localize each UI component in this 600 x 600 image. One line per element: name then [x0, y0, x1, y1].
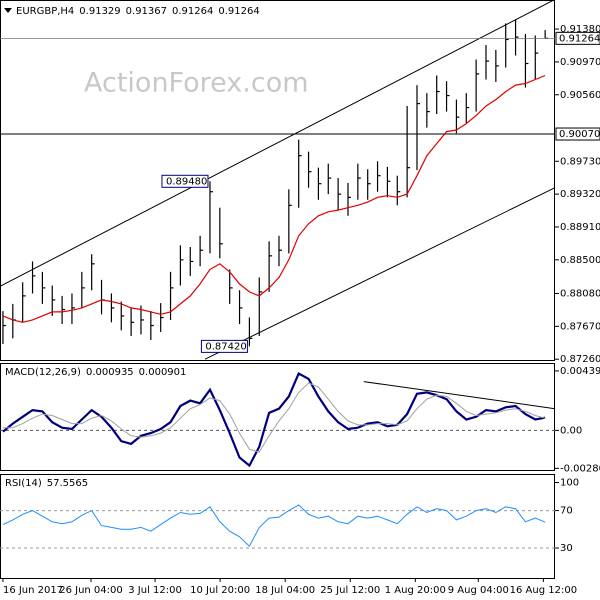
symbol: EURGBP,H4 — [16, 6, 74, 17]
header-value: 0.91264 — [172, 6, 213, 17]
y-tick-label: 0.87670 — [560, 321, 600, 332]
chart-title: EURGBP,H4 0.91329 0.91367 0.91264 0.91264 — [16, 6, 260, 17]
x-tick-label: 16 Jun 2017 — [3, 585, 63, 596]
panel-title: MACD(12,26,9) 0.000935 0.000901 — [5, 367, 186, 378]
series-line — [3, 382, 546, 453]
rsi-panel — [0, 474, 555, 579]
y-tick-label: 70 — [560, 506, 573, 517]
x-tick-label: 18 Jul 04:00 — [255, 585, 315, 596]
annotation-box — [161, 174, 209, 188]
y-tick-label: 0.91380 — [560, 24, 600, 35]
macd-panel — [0, 363, 555, 471]
y-tick-label: 0.87260 — [560, 354, 600, 365]
x-tick-label: 1 Aug 20:00 — [385, 585, 446, 596]
y-tick-label: 100 — [560, 477, 579, 488]
trendline — [0, 0, 555, 287]
y-tick-label: 0.90970 — [560, 57, 600, 68]
watermark: ActionForex.com — [84, 68, 309, 99]
y-tick-label: 30 — [560, 543, 573, 554]
indicator-value: 57.5565 — [47, 478, 88, 489]
y-tick-label: 0.89320 — [560, 189, 600, 200]
header-value: 0.91329 — [79, 6, 120, 17]
x-tick-label: 26 Jun 04:00 — [59, 585, 123, 596]
trendline — [363, 381, 556, 410]
y-tick-label: 0.88910 — [560, 222, 600, 233]
y-tick-label: 0.88080 — [560, 288, 600, 299]
y-tick-label: 0.89730 — [560, 156, 600, 167]
x-tick-label: 16 Aug 12:00 — [510, 585, 577, 596]
panel-title: RSI(14) 57.5565 — [5, 478, 88, 489]
last-price-label: 0.91264 — [559, 33, 600, 44]
series-line — [2, 504, 546, 548]
moving-average — [2, 74, 546, 323]
level-label-box — [555, 127, 600, 141]
menu-icon — [4, 8, 12, 13]
indicator-name: RSI(14) — [5, 478, 42, 489]
level-label: 0.90070 — [559, 129, 600, 140]
x-tick-label: 25 Jul 12:00 — [320, 585, 380, 596]
annotation-label: 0.87420 — [205, 341, 246, 352]
indicator-value: 0.000901 — [139, 367, 187, 378]
annotation-label: 0.89480 — [166, 176, 207, 187]
trendline — [204, 187, 556, 360]
price-panel — [0, 0, 555, 361]
indicator-name: MACD(12,26,9) — [5, 367, 81, 378]
x-tick-label: 10 Jul 20:00 — [190, 585, 250, 596]
series-line — [2, 371, 546, 468]
y-tick-label: 0.00 — [560, 425, 582, 436]
y-tick-label: -0.002805 — [560, 463, 600, 474]
indicator-value: 0.000935 — [86, 367, 134, 378]
x-tick-label: 3 Jul 12:00 — [128, 585, 182, 596]
last-price-box — [555, 31, 600, 45]
x-tick-label: 9 Aug 04:00 — [448, 585, 509, 596]
annotation-box — [200, 339, 248, 353]
y-tick-label: 0.00439 — [560, 366, 600, 377]
header-value: 0.91367 — [126, 6, 167, 17]
y-tick-label: 0.90560 — [560, 90, 600, 101]
y-tick-label: 0.88500 — [560, 255, 600, 266]
header-value: 0.91264 — [218, 6, 259, 17]
